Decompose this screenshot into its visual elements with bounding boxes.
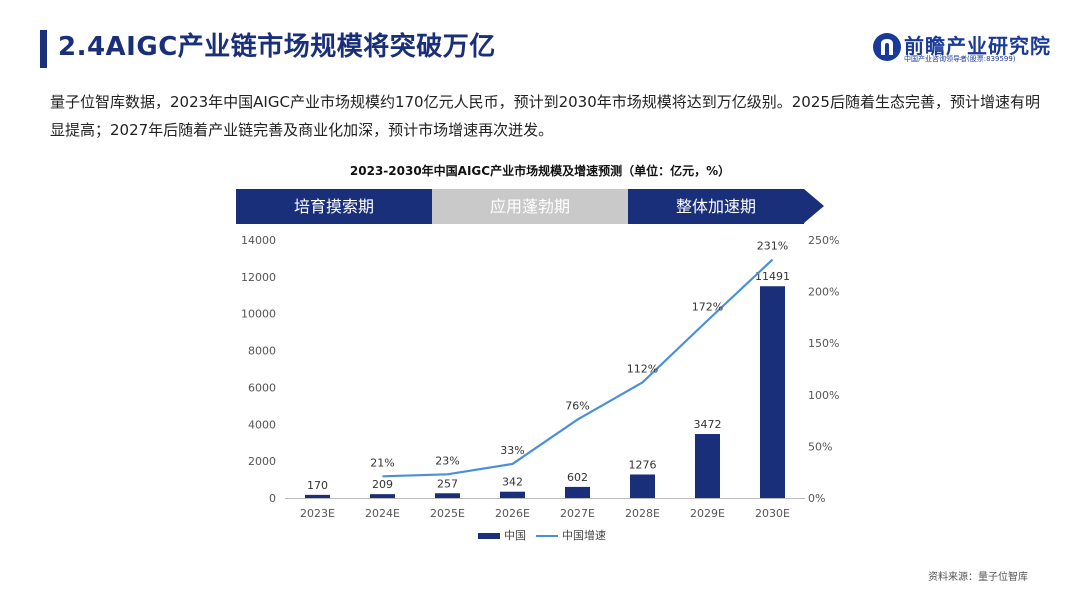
phase-acceleration: 整体加速期 [628, 189, 804, 224]
bar-2029E [695, 434, 720, 498]
bar-value-label: 209 [372, 478, 393, 491]
y-left-tick-label: 6000 [248, 381, 276, 394]
y-right-tick-label: 200% [808, 286, 839, 299]
legend-item-growth: 中国增速 [536, 527, 606, 543]
growth-value-label: 76% [565, 400, 589, 413]
logo-subtitle: 中国产业咨询领导者(股票:839599) [904, 55, 1016, 63]
y-left-tick-label: 2000 [248, 455, 276, 468]
description-text: 量子位智库数据，2023年中国AIGC产业市场规模约170亿元人民币，预计到20… [50, 93, 1040, 139]
bar-2027E [565, 486, 590, 498]
growth-value-label: 21% [370, 456, 394, 469]
x-tick-label: 2030E [755, 507, 790, 520]
x-tick-label: 2023E [300, 507, 335, 520]
phase-arrow-icon [804, 189, 824, 223]
bar-2030E [760, 286, 785, 498]
legend-label-market-size: 中国 [504, 529, 526, 542]
y-left-tick-label: 14000 [241, 234, 276, 247]
growth-value-label: 112% [627, 362, 658, 375]
y-right-tick-label: 0% [808, 492, 825, 505]
y-left-tick-label: 4000 [248, 418, 276, 431]
legend-line-swatch [536, 535, 558, 537]
bar-2024E [370, 494, 395, 498]
bar-2028E [630, 474, 655, 498]
bar-value-label: 1276 [629, 458, 657, 471]
x-tick-label: 2025E [430, 507, 465, 520]
chart-title: 2023-2030年中国AIGC产业市场规模及增速预测（单位：亿元，%） [349, 164, 731, 178]
legend-label-growth: 中国增速 [562, 529, 606, 542]
y-left-tick-label: 8000 [248, 345, 276, 358]
growth-value-label: 23% [435, 454, 459, 467]
bar-value-label: 11491 [755, 270, 790, 283]
bar-2025E [435, 493, 460, 498]
phase-application: 应用蓬勃期 [432, 189, 628, 224]
x-tick-label: 2029E [690, 507, 725, 520]
growth-value-label: 33% [500, 444, 524, 457]
legend-item-market-size: 中国 [478, 527, 526, 543]
page-title: 2.4AIGC产业链市场规模将突破万亿 [58, 32, 496, 62]
x-tick-label: 2027E [560, 507, 595, 520]
legend-bar-swatch [478, 533, 500, 539]
logo-mark-icon [873, 33, 901, 61]
phase-banner: 培育摸索期 应用蓬勃期 整体加速期 [236, 189, 826, 224]
growth-value-label: 172% [692, 300, 723, 313]
bar-value-label: 257 [437, 477, 458, 490]
y-left-tick-label: 12000 [241, 271, 276, 284]
y-left-tick-label: 10000 [241, 308, 276, 321]
title-accent-bar [40, 30, 47, 68]
phase-cultivation: 培育摸索期 [236, 189, 432, 224]
bar-2026E [500, 491, 525, 498]
bar-value-label: 170 [307, 479, 328, 492]
bar-2023E [305, 494, 330, 498]
growth-value-label: 231% [757, 240, 788, 253]
x-tick-label: 2026E [495, 507, 530, 520]
bar-value-label: 602 [567, 471, 588, 484]
x-tick-label: 2024E [365, 507, 400, 520]
y-right-tick-label: 100% [808, 389, 839, 402]
growth-series-line [382, 258, 774, 478]
x-tick-label: 2028E [625, 507, 660, 520]
y-left-tick-label: 0 [269, 492, 276, 505]
y-right-tick-label: 50% [808, 440, 832, 453]
bar-value-label: 342 [502, 476, 523, 489]
bar-value-label: 3472 [694, 418, 722, 431]
y-right-tick-label: 250% [808, 234, 839, 247]
company-logo: 前瞻产业研究院 中国产业咨询领导者(股票:839599) [872, 30, 1050, 70]
logo-name: 前瞻产业研究院 [904, 34, 1051, 58]
source-note: 资料来源：量子位智库 [928, 572, 1028, 583]
y-right-tick-label: 150% [808, 337, 839, 350]
